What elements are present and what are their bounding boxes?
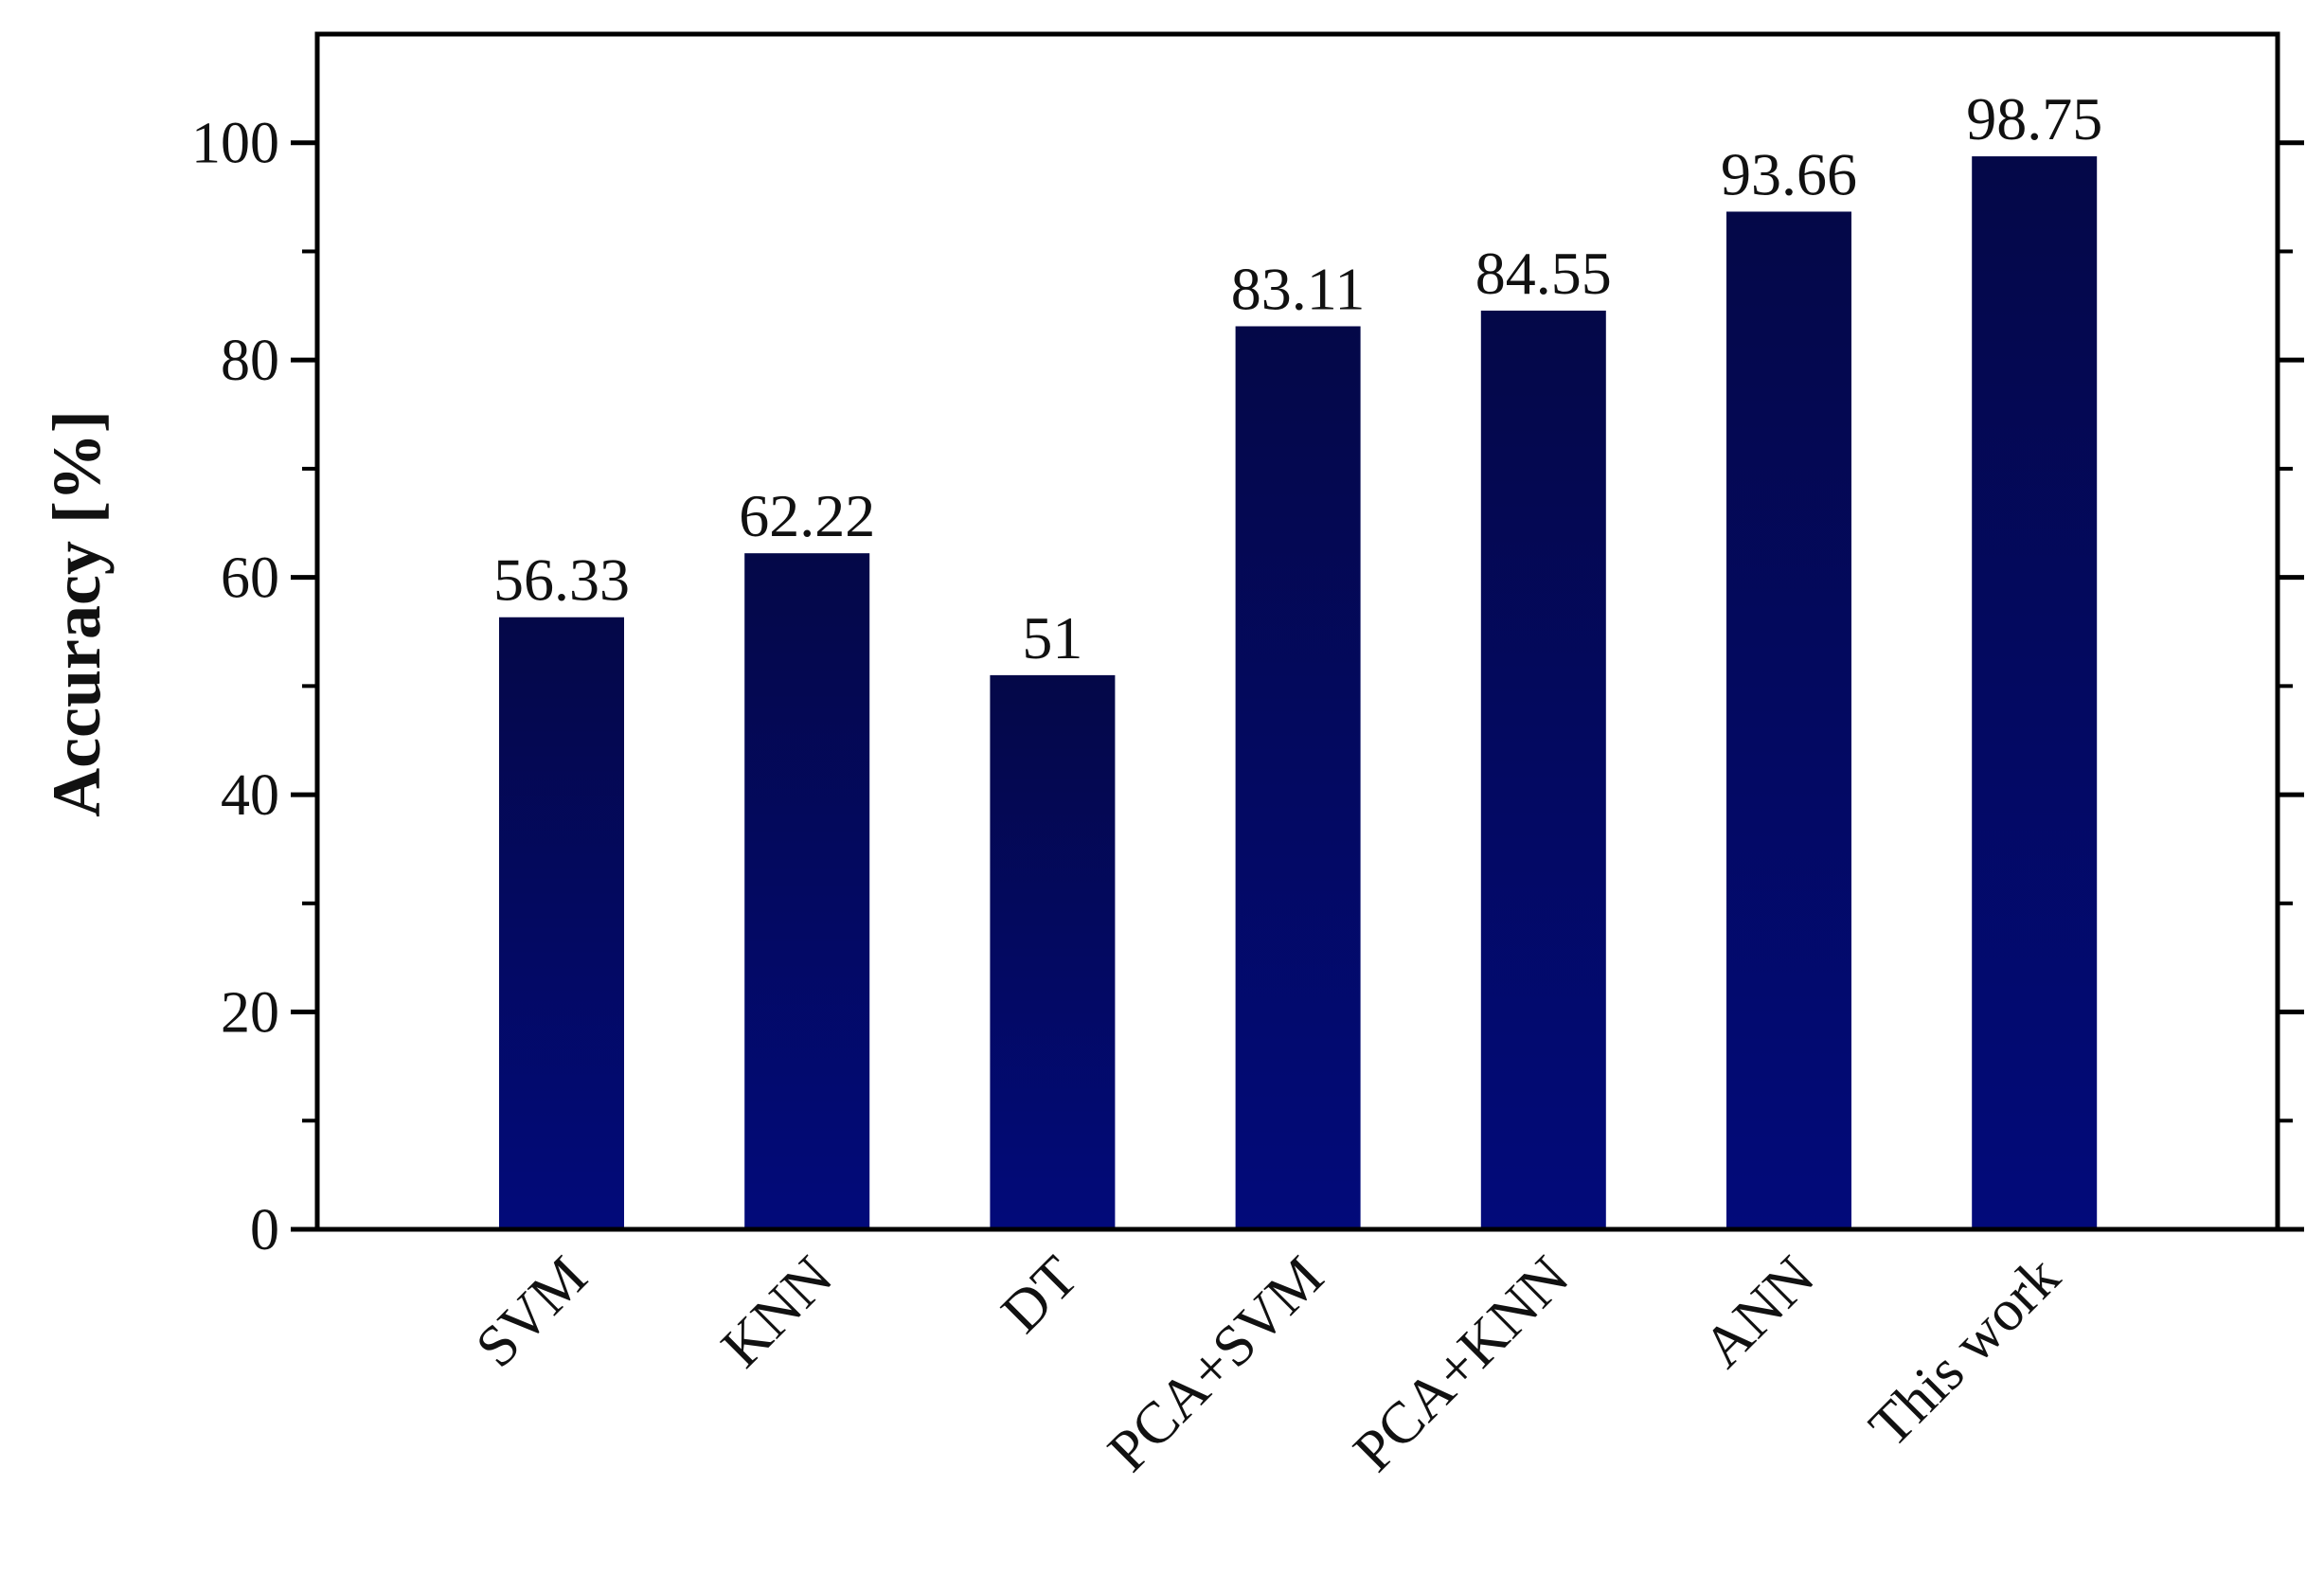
y-tick-label: 40 — [221, 763, 279, 828]
x-tick-label: PCA+KNN — [1342, 1244, 1582, 1484]
value-label: 62.22 — [739, 482, 875, 549]
bar-svm — [499, 617, 624, 1229]
plot-frame — [314, 31, 2280, 1232]
axes-layer — [291, 31, 2304, 1232]
y-tick-label: 100 — [191, 112, 279, 176]
y-axis-label: Accuracy [%] — [39, 410, 115, 817]
bar-knn — [744, 553, 870, 1229]
value-label: 93.66 — [1721, 140, 1857, 207]
bar-ann — [1726, 211, 1851, 1230]
bar-pca-svm — [1235, 326, 1361, 1229]
value-label: 84.55 — [1475, 240, 1612, 307]
y-tick-label: 80 — [221, 329, 279, 393]
value-label: 56.33 — [493, 546, 630, 614]
value-label: 51 — [1022, 604, 1082, 671]
y-tick-label: 0 — [250, 1198, 279, 1262]
bar-dt — [990, 674, 1116, 1229]
x-tick-label: This work — [1857, 1244, 2072, 1459]
bar-pca-knn — [1480, 310, 1606, 1229]
y-tick-label: 20 — [221, 981, 279, 1046]
x-tick-label: ANN — [1691, 1244, 1827, 1380]
value-label: 83.11 — [1231, 256, 1366, 323]
x-tick-label: SVM — [464, 1244, 599, 1380]
value-label: 98.75 — [1966, 85, 2102, 152]
x-tick-label: PCA+SVM — [1096, 1244, 1335, 1484]
x-tick-label: DT — [990, 1244, 1091, 1346]
y-tick-label: 60 — [221, 546, 279, 611]
bar-this-work — [1972, 156, 2098, 1230]
bars-layer — [499, 156, 2098, 1230]
x-tick-label: KNN — [709, 1244, 845, 1380]
